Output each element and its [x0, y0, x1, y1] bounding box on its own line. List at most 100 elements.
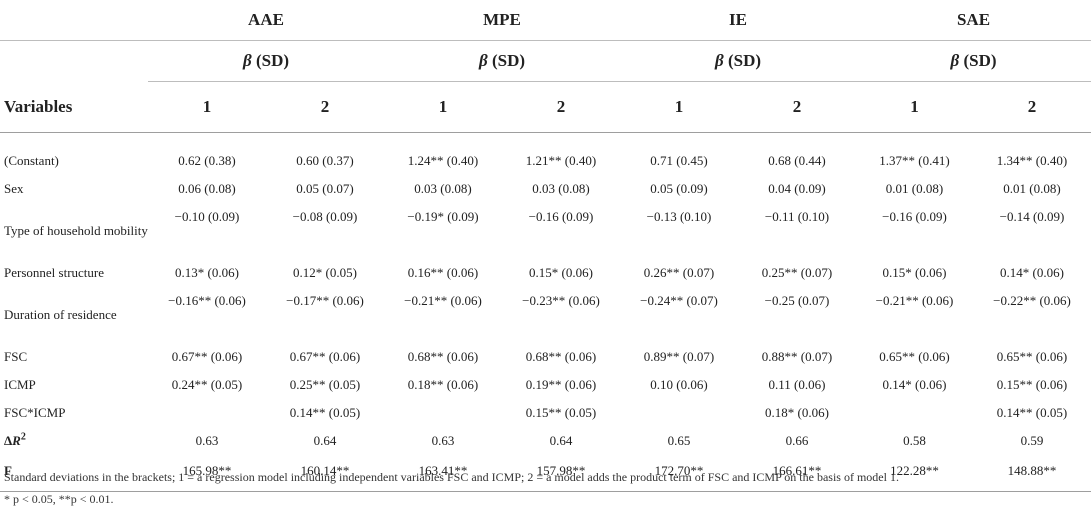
table-cell: 0.64 — [549, 433, 573, 448]
table-cell: −0.16 (0.09) — [882, 209, 947, 224]
notes-line-1: Standard deviations in the brackets; 1 =… — [4, 470, 899, 484]
row-label: FSC — [4, 349, 28, 364]
table-cell: 122.28** — [856, 455, 973, 492]
table-cell: 148.88** — [973, 455, 1091, 492]
model-header: 2 — [266, 81, 384, 133]
coef-header-row: β (SD) β (SD) β (SD) β (SD) — [0, 40, 1091, 82]
table-cell: −0.24** (0.07) — [640, 293, 718, 308]
table-row: FSC*ICMP 0.14** (0.05) 0.15** (0.05) 0.18* … — [0, 399, 1091, 427]
model-header: 1 — [148, 81, 266, 133]
table-cell: −0.13 (0.10) — [646, 209, 712, 224]
table-cell — [384, 399, 502, 427]
table-cell: 163.41** — [384, 455, 502, 492]
table-row: Sex 0.06 (0.08) 0.05 (0.07) 0.03 (0.08) 0.03… — [0, 175, 1091, 203]
table-cell: −0.21** (0.06) — [875, 293, 954, 308]
table-cell: 0.16** (0.06) — [407, 265, 479, 280]
table-row: (Constant) 0.62 (0.38) 0.60 (0.37) 1.24** (… — [0, 133, 1091, 176]
table-row: F 165.98** 160.14** 163.41** 157.98** 172.70*… — [0, 455, 1091, 492]
row-label: F — [0, 455, 148, 492]
model-header: 2 — [973, 81, 1091, 133]
table-cell: 165.98** — [148, 455, 266, 492]
coef-header: β (SD) — [856, 40, 1091, 82]
table-notes: Standard deviations in the brackets; 1 =… — [4, 466, 1084, 510]
table-cell: 0.59 — [1020, 433, 1044, 448]
table-cell: 0.01 (0.08) — [885, 181, 944, 196]
table-row: ΔR2 0.63 0.64 0.63 0.64 0.65 0.66 0.58 0.59 — [0, 427, 1091, 455]
row-label: (Constant) — [4, 153, 59, 168]
model-header-row: Variables 1 2 1 2 1 2 1 2 — [0, 81, 1091, 133]
table-cell: 0.14** (0.05) — [996, 405, 1068, 420]
table-cell — [856, 399, 973, 427]
table-cell: 0.14** (0.05) — [289, 405, 361, 420]
table-cell: 0.04 (0.09) — [768, 181, 826, 196]
table-cell: 1.34** (0.40) — [996, 153, 1068, 168]
table-cell: 0.19** (0.06) — [525, 377, 597, 392]
table-cell: 0.63 — [431, 433, 455, 448]
table-cell: −0.25 (0.07) — [764, 293, 830, 308]
group-header-sae: SAE — [856, 0, 1091, 41]
table-cell: 0.71 (0.45) — [650, 153, 708, 168]
model-header: 2 — [502, 81, 620, 133]
table-row: FSC 0.67** (0.06) 0.67** (0.06) 0.68** (0.0… — [0, 343, 1091, 371]
table-cell: −0.17** (0.06) — [286, 293, 364, 308]
table-cell: 0.58 — [903, 433, 926, 448]
table-cell: 0.65** (0.06) — [879, 349, 950, 364]
table-cell: −0.21** (0.06) — [404, 293, 482, 308]
table-cell: 0.14* (0.06) — [882, 377, 947, 392]
row-label: Duration of residence — [4, 307, 117, 322]
table-cell: 0.88** (0.07) — [761, 349, 833, 364]
table-cell: 172.70** — [620, 455, 738, 492]
model-header: 1 — [620, 81, 738, 133]
table-cell: 0.25** (0.07) — [761, 265, 833, 280]
regression-table: AAE MPE IE SAE β (SD) β (SD) β (SD) β (S… — [0, 0, 1091, 492]
notes-line-2: * p < 0.05, **p < 0.01. — [4, 492, 114, 506]
row-label: Personnel structure — [4, 265, 105, 280]
table-cell: 0.05 (0.09) — [650, 181, 708, 196]
table-cell: 0.05 (0.07) — [296, 181, 354, 196]
table-cell: 0.68 (0.44) — [768, 153, 826, 168]
group-header-mpe: MPE — [384, 0, 620, 41]
table-cell: 1.37** (0.41) — [879, 153, 950, 168]
table-cell: 0.13* (0.06) — [175, 265, 239, 280]
table-cell: −0.16** (0.06) — [168, 293, 246, 308]
table-cell: −0.23** (0.06) — [522, 293, 600, 308]
table-cell: 0.89** (0.07) — [643, 349, 715, 364]
coef-header: β (SD) — [620, 40, 856, 82]
table-cell: 0.65 — [667, 433, 691, 448]
table-cell: −0.08 (0.09) — [292, 209, 358, 224]
table-cell: 0.65** (0.06) — [996, 349, 1068, 364]
table-cell: −0.16 (0.09) — [528, 209, 594, 224]
table-cell: 0.12* (0.05) — [293, 265, 357, 280]
table-cell — [620, 399, 738, 427]
table-cell: 0.15** (0.06) — [996, 377, 1068, 392]
coef-header: β (SD) — [384, 40, 620, 82]
table-cell: 0.11 (0.06) — [768, 377, 826, 392]
row-label: ICMP — [4, 377, 36, 392]
row-label: Type of household mobility — [4, 223, 148, 238]
table-cell: 0.15** (0.05) — [525, 405, 597, 420]
table-cell: 0.15* (0.06) — [529, 265, 593, 280]
table-cell: 0.66 — [785, 433, 809, 448]
table-cell: 0.62 (0.38) — [178, 153, 236, 168]
table-cell: 0.10 (0.06) — [650, 377, 708, 392]
table-cell: 0.14* (0.06) — [1000, 265, 1064, 280]
table-cell: 0.68** (0.06) — [407, 349, 479, 364]
row-label: FSC*ICMP — [4, 405, 66, 420]
table-cell: 0.01 (0.08) — [1003, 181, 1061, 196]
table-cell: −0.22** (0.06) — [993, 293, 1071, 308]
table-cell: 0.68** (0.06) — [525, 349, 597, 364]
row-label: ΔR2 — [4, 431, 26, 448]
table-cell: −0.11 (0.10) — [764, 209, 830, 224]
table-cell: 0.60 (0.37) — [296, 153, 354, 168]
table-cell: 0.25** (0.05) — [289, 377, 361, 392]
row-label: Sex — [4, 181, 24, 196]
table-row: ICMP 0.24** (0.05) 0.25** (0.05) 0.18** (0.… — [0, 371, 1091, 399]
table-cell: 0.24** (0.05) — [171, 377, 243, 392]
table-cell: 0.18** (0.06) — [407, 377, 479, 392]
group-header-row: AAE MPE IE SAE — [0, 0, 1091, 41]
table-cell: 0.18* (0.06) — [765, 405, 829, 420]
table-cell: 0.26** (0.07) — [643, 265, 715, 280]
variables-header: Variables — [0, 81, 148, 133]
coef-header: β (SD) — [148, 40, 384, 82]
group-header-ie: IE — [620, 0, 856, 41]
